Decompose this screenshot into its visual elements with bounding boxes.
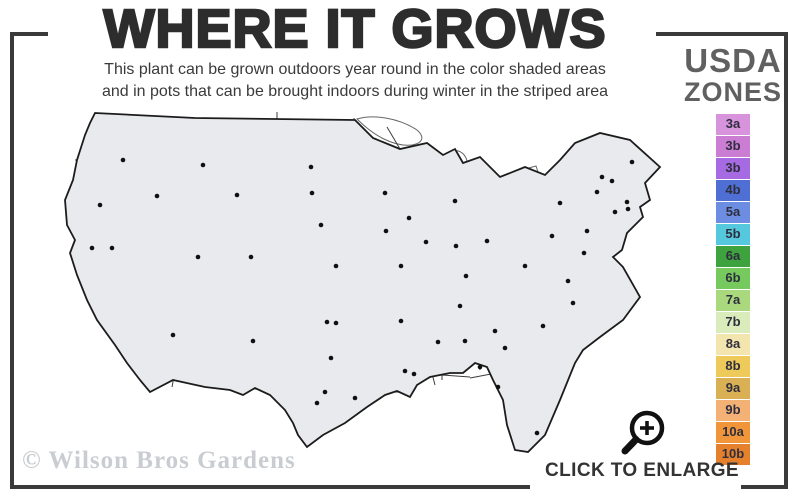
legend-zone-swatch: 5a xyxy=(716,202,750,223)
city-dot xyxy=(195,254,201,260)
city-dot xyxy=(398,318,404,324)
legend-zone-swatch: 6b xyxy=(716,268,750,289)
city-dot xyxy=(612,209,618,215)
city-dot xyxy=(402,368,408,374)
subtitle-line-1: This plant can be grown outdoors year ro… xyxy=(104,61,606,79)
frame-line-left xyxy=(10,32,14,489)
legend-zone-swatch: 7b xyxy=(716,312,750,333)
legend-zone-swatch: 7a xyxy=(716,290,750,311)
city-dot xyxy=(495,384,501,390)
city-dot xyxy=(462,338,468,344)
city-dot xyxy=(435,339,441,345)
city-dot xyxy=(549,233,555,239)
usda-zone-map xyxy=(55,105,675,465)
frame-line-bottom-right xyxy=(741,485,788,489)
city-dot xyxy=(484,238,490,244)
city-dot xyxy=(477,364,483,370)
city-dot xyxy=(352,395,358,401)
city-dot xyxy=(382,190,388,196)
legend-zone-swatch: 9a xyxy=(716,378,750,399)
city-dot xyxy=(309,190,315,196)
city-dot xyxy=(581,250,587,256)
city-dot xyxy=(565,278,571,284)
subtitle: This plant can be grown outdoors year ro… xyxy=(5,59,705,104)
city-dot xyxy=(492,328,498,334)
city-dot xyxy=(522,263,528,269)
magnifier-plus-icon[interactable] xyxy=(613,406,671,460)
city-dot xyxy=(411,371,417,377)
watermark: © Wilson Bros Gardens xyxy=(22,447,296,474)
header: WHERE IT GROWS This plant can be grown o… xyxy=(5,0,705,104)
city-dot xyxy=(584,228,590,234)
city-dot xyxy=(453,243,459,249)
city-dot xyxy=(234,192,240,198)
click-to-enlarge-label: CLICK TO ENLARGE xyxy=(545,460,739,481)
legend-zone-swatch: 10b xyxy=(716,444,750,465)
city-dot xyxy=(250,338,256,344)
city-dot xyxy=(333,263,339,269)
city-dot xyxy=(557,200,563,206)
city-dot xyxy=(97,202,103,208)
city-dot xyxy=(333,320,339,326)
city-dot xyxy=(625,206,631,212)
legend-zone-swatch: 3b xyxy=(716,158,750,179)
legend-zone-swatch: 3b xyxy=(716,136,750,157)
subtitle-line-2: and in pots that can be brought indoors … xyxy=(101,83,609,101)
city-dot xyxy=(248,254,254,260)
city-dot xyxy=(322,389,328,395)
city-dot xyxy=(594,189,600,195)
city-dot xyxy=(120,157,126,163)
city-dot xyxy=(398,263,404,269)
frame-line-top-right xyxy=(656,32,788,36)
city-dot xyxy=(457,303,463,309)
usda-zones-legend: USDA ZONES 3a 3b 3b 4b 5a 5b 6a 6b 7a 7b 8a 8b 9a 9b 1… xyxy=(679,44,787,465)
click-to-enlarge-button[interactable]: CLICK TO ENLARGE xyxy=(538,406,746,482)
city-dot xyxy=(383,228,389,234)
city-dot xyxy=(314,400,320,406)
city-dot xyxy=(200,162,206,168)
city-dot xyxy=(570,300,576,306)
legend-zone-swatch: 8b xyxy=(716,356,750,377)
city-dot xyxy=(109,245,115,251)
city-dots xyxy=(89,157,635,436)
legend-title-zones: ZONES xyxy=(683,77,782,107)
city-dot xyxy=(423,239,429,245)
legend-zone-swatch: 4b xyxy=(716,180,750,201)
city-dot xyxy=(154,193,160,199)
us-coastline xyxy=(64,112,661,453)
city-dot xyxy=(452,198,458,204)
city-dot xyxy=(534,430,540,436)
city-dot xyxy=(540,323,546,329)
city-dot xyxy=(502,345,508,351)
city-dot xyxy=(308,164,314,170)
city-dot xyxy=(328,355,334,361)
city-dot xyxy=(629,159,635,165)
legend-title-usda: USDA xyxy=(684,42,782,79)
legend-zone-swatch: 10a xyxy=(716,422,750,443)
page-title: WHERE IT GROWS xyxy=(102,0,607,59)
city-dot xyxy=(463,273,469,279)
city-dot xyxy=(89,245,95,251)
city-dot xyxy=(624,199,630,205)
frame-line-right xyxy=(784,32,788,489)
city-dot xyxy=(406,215,412,221)
frame-line-bottom-left xyxy=(10,485,530,489)
frame-line-top-left xyxy=(10,32,48,36)
legend-zone-swatch: 5b xyxy=(716,224,750,245)
legend-zone-swatch: 8a xyxy=(716,334,750,355)
city-dot xyxy=(318,222,324,228)
legend-swatch-list: 3a 3b 3b 4b 5a 5b 6a 6b 7a 7b 8a 8b 9a 9b 10a 10b xyxy=(679,114,787,465)
legend-zone-swatch: 3a xyxy=(716,114,750,135)
legend-zone-swatch: 9b xyxy=(716,400,750,421)
city-dot xyxy=(599,174,605,180)
city-dot xyxy=(324,319,330,325)
city-dot xyxy=(609,178,615,184)
city-dot xyxy=(170,332,176,338)
legend-zone-swatch: 6a xyxy=(716,246,750,267)
